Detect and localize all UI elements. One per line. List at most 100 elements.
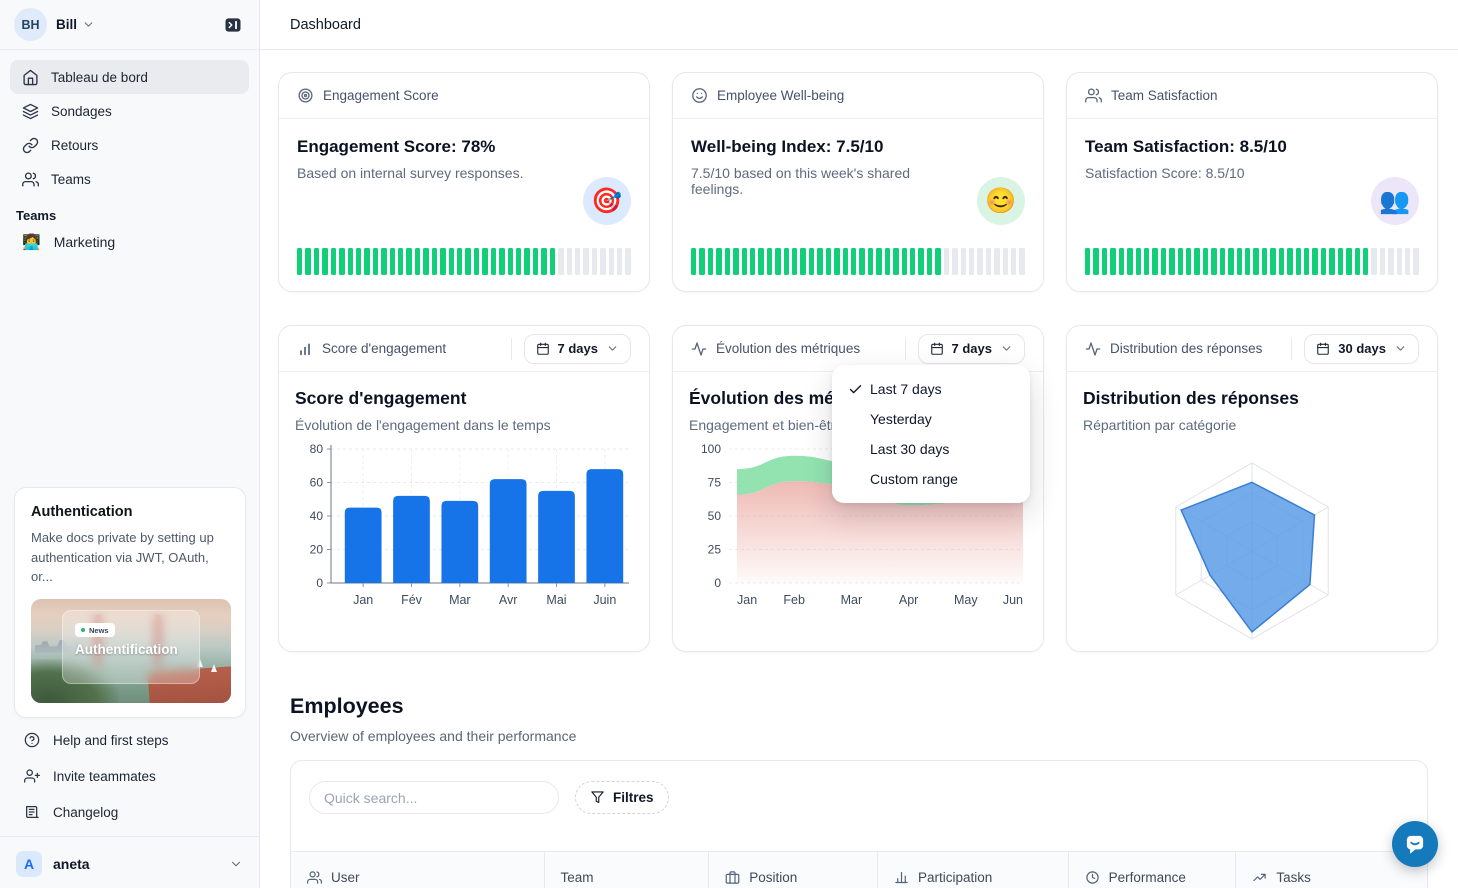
- promo-caption: Authentification: [75, 642, 178, 658]
- svg-text:May: May: [954, 593, 978, 607]
- svg-text:40: 40: [310, 509, 324, 523]
- changelog-icon: [24, 804, 40, 820]
- stat-emoji: 🎯: [583, 177, 631, 225]
- menu-item-yesterday[interactable]: Yesterday: [870, 411, 932, 427]
- sidebar-item-retours[interactable]: Retours: [10, 128, 249, 162]
- column-header-performance[interactable]: Performance: [1067, 852, 1236, 888]
- svg-text:60: 60: [310, 476, 324, 490]
- collapse-sidebar-icon[interactable]: [219, 11, 247, 39]
- column-header-participation[interactable]: Participation: [876, 852, 1068, 888]
- range-select-button[interactable]: 7 days: [917, 333, 1025, 364]
- sidebar-item-label: Tableau de bord: [51, 69, 148, 85]
- news-badge: News: [75, 623, 115, 638]
- search-input[interactable]: [309, 781, 559, 814]
- sidebar-item-label: Sondages: [51, 103, 112, 119]
- column-header-team[interactable]: Team: [543, 852, 709, 888]
- bar-chart-icon: [297, 341, 313, 357]
- card-header: Team Satisfaction: [1067, 73, 1437, 119]
- svg-text:Jun: Jun: [1003, 593, 1023, 607]
- range-label: 7 days: [951, 341, 992, 356]
- users-icon: [22, 171, 39, 188]
- menu-item-last-7-days[interactable]: Last 7 days: [832, 374, 1030, 404]
- divider: [904, 337, 906, 360]
- card-body: Well-being Index: 7.5/10 7.5/10 based on…: [673, 119, 1043, 225]
- avatar[interactable]: BH: [14, 8, 47, 41]
- sidebar-item-changelog[interactable]: Changelog: [0, 794, 259, 830]
- svg-text:Avr: Avr: [499, 593, 518, 607]
- range-label: 30 days: [1338, 341, 1386, 356]
- card-body: Distribution des réponses Répartition pa…: [1067, 372, 1437, 651]
- sidebar-item-teams[interactable]: Teams: [10, 162, 249, 196]
- engagement-score-card: Engagement Score Engagement Score: 78% B…: [278, 72, 650, 292]
- sidebar-item-label: Retours: [51, 137, 99, 153]
- chevron-down-icon[interactable]: [82, 18, 95, 31]
- layers-icon: [22, 103, 39, 120]
- filters-button[interactable]: Filtres: [575, 781, 669, 814]
- sidebar-item-marketing[interactable]: 👩‍💻 Marketing: [0, 225, 259, 259]
- authentication-promo-card[interactable]: Authentication Make docs private by sett…: [14, 487, 246, 718]
- column-header-user[interactable]: User: [291, 852, 544, 888]
- column-header-position[interactable]: Position: [708, 852, 877, 888]
- engagement-chart-card: Score d'engagement 7 days Score d'engage…: [278, 325, 650, 652]
- menu-item-last-30-days[interactable]: Last 30 days: [870, 441, 950, 457]
- progress-bar: [297, 248, 631, 275]
- card-header-label: Score d'engagement: [322, 341, 447, 356]
- sidebar-item-invite[interactable]: Invite teammates: [0, 758, 259, 794]
- help-icon: [24, 732, 40, 748]
- chevron-down-icon[interactable]: [229, 857, 243, 871]
- card-header: Distribution des réponses 30 days: [1067, 326, 1437, 372]
- briefcase-icon: [725, 870, 740, 885]
- activity-icon: [1085, 341, 1101, 357]
- stat-subtitle: 7.5/10 based on this week's shared feeli…: [691, 165, 911, 197]
- sidebar-header: BH Bill: [0, 0, 259, 50]
- svg-text:0: 0: [714, 576, 721, 590]
- workspace-switcher[interactable]: A aneta: [0, 843, 259, 885]
- promo-image[interactable]: News Authentification: [31, 598, 231, 703]
- range-label: 7 days: [557, 341, 598, 356]
- chart-subtitle: Évolution de l'engagement dans le temps: [295, 417, 551, 433]
- chart-title: Distribution des réponses: [1083, 388, 1299, 408]
- marketing-emoji: 👩‍💻: [22, 234, 41, 251]
- range-select-button[interactable]: 30 days: [1304, 333, 1419, 364]
- range-dropdown-menu: Last 7 days Yesterday Last 30 days Custo…: [832, 365, 1030, 503]
- svg-text:Mar: Mar: [841, 593, 863, 607]
- divider: [510, 337, 512, 360]
- card-header-label: Employee Well-being: [717, 88, 845, 103]
- svg-text:Mai: Mai: [546, 593, 566, 607]
- team-satisfaction-card: Team Satisfaction Team Satisfaction: 8.5…: [1066, 72, 1438, 292]
- check-icon: [848, 382, 870, 397]
- menu-item-custom-range[interactable]: Custom range: [870, 471, 958, 487]
- sidebar-item-tableau-de-bord[interactable]: Tableau de bord: [10, 60, 249, 94]
- topbar: Dashboard: [260, 0, 1458, 50]
- smile-icon: [691, 87, 708, 104]
- users-icon: [307, 870, 322, 885]
- svg-text:Juin: Juin: [593, 593, 616, 607]
- user-name[interactable]: Bill: [56, 17, 78, 32]
- sidebar-item-sondages[interactable]: Sondages: [10, 94, 249, 128]
- svg-text:80: 80: [310, 442, 324, 456]
- progress-bar: [691, 248, 1025, 275]
- stat-emoji: 😊: [977, 177, 1025, 225]
- card-header-label: Team Satisfaction: [1111, 88, 1218, 103]
- column-header-tasks[interactable]: Tasks: [1235, 852, 1427, 888]
- stat-title: Well-being Index: 7.5/10: [691, 137, 884, 156]
- stat-subtitle: Based on internal survey responses.: [297, 165, 524, 181]
- target-icon: [297, 87, 314, 104]
- well-being-card: Employee Well-being Well-being Index: 7.…: [672, 72, 1044, 292]
- card-header-label: Engagement Score: [323, 88, 439, 103]
- progress-bar: [1085, 248, 1419, 275]
- range-select-button[interactable]: 7 days: [523, 333, 631, 364]
- svg-text:Mar: Mar: [449, 593, 471, 607]
- card-header: Employee Well-being: [673, 73, 1043, 119]
- workspace-name: aneta: [53, 856, 90, 872]
- sidebar-item-help[interactable]: Help and first steps: [0, 722, 259, 758]
- promo-description: Make docs private by setting up authenti…: [31, 530, 214, 584]
- distribution-chart-card: Distribution des réponses 30 days Distri…: [1066, 325, 1438, 652]
- calendar-icon: [1316, 342, 1330, 356]
- team-label: Marketing: [53, 234, 116, 250]
- promo-sailboat: [197, 658, 203, 667]
- svg-text:25: 25: [708, 543, 722, 557]
- footer-item-label: Invite teammates: [53, 768, 156, 784]
- chat-launcher-button[interactable]: [1392, 821, 1438, 867]
